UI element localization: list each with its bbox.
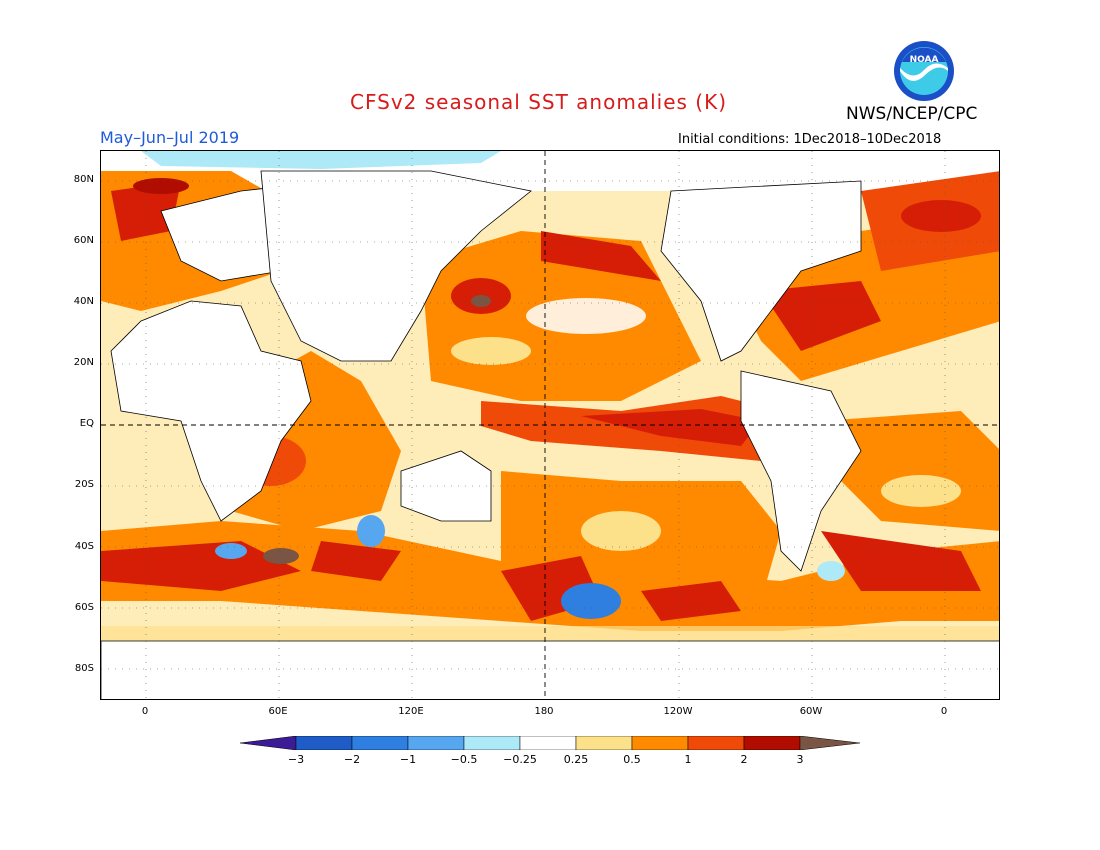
- noaa-logo-icon: NOAA: [893, 40, 955, 102]
- lon-label: 120E: [398, 706, 424, 717]
- lat-label: EQ: [79, 418, 94, 429]
- lon-label: 120W: [663, 706, 693, 717]
- colorbar-label: 0.25: [563, 753, 589, 766]
- colorbar-segment: [295, 735, 353, 751]
- colorbar-segment: [519, 735, 577, 751]
- colorbar-label: −1: [399, 753, 417, 766]
- initial-conditions-label: Initial conditions: 1Dec2018–10Dec2018: [678, 132, 942, 147]
- colorbar-segment: [575, 735, 633, 751]
- colorbar-segment: [743, 735, 801, 751]
- lat-label: 20S: [74, 479, 94, 490]
- colorbar-label: 0.5: [623, 753, 641, 766]
- colorbar-label: −0.5: [450, 753, 478, 766]
- lon-label: 60W: [799, 706, 823, 717]
- colorbar-label: 2: [740, 753, 748, 766]
- lon-label: 60E: [268, 706, 288, 717]
- colorbar-label: 1: [684, 753, 692, 766]
- lat-label: 40N: [73, 296, 94, 307]
- colorbar-segment: [799, 735, 861, 751]
- colorbar: [239, 735, 861, 751]
- colorbar-label: −2: [343, 753, 361, 766]
- noaa-logo-text: NOAA: [910, 55, 939, 65]
- lat-label: 60N: [73, 235, 94, 246]
- lat-label: 80S: [74, 663, 94, 674]
- colorbar-segment: [407, 735, 465, 751]
- lon-label: 180: [534, 706, 554, 717]
- colorbar-label: −3: [287, 753, 305, 766]
- lat-label: 60S: [74, 602, 94, 613]
- colorbar-segment: [631, 735, 689, 751]
- lat-label: 20N: [73, 357, 94, 368]
- lat-label: 40S: [74, 541, 94, 552]
- lon-label: 0: [940, 706, 948, 717]
- agency-label: NWS/NCEP/CPC: [846, 104, 978, 124]
- lat-label: 80N: [73, 174, 94, 185]
- colorbar-segment: [463, 735, 521, 751]
- lon-label: 0: [141, 706, 149, 717]
- map-title: CFSv2 seasonal SST anomalies (K): [350, 90, 727, 114]
- season-label: May–Jun–Jul 2019: [100, 128, 240, 147]
- graticule: [101, 151, 999, 699]
- equator-and-dateline: [101, 151, 999, 699]
- colorbar-segment: [687, 735, 745, 751]
- continents: [101, 170, 999, 699]
- sst-anomaly-map: [100, 150, 1000, 700]
- colorbar-label: −0.25: [503, 753, 537, 766]
- colorbar-label: 3: [796, 753, 804, 766]
- colorbar-segment: [351, 735, 409, 751]
- colorbar-segment: [239, 735, 297, 751]
